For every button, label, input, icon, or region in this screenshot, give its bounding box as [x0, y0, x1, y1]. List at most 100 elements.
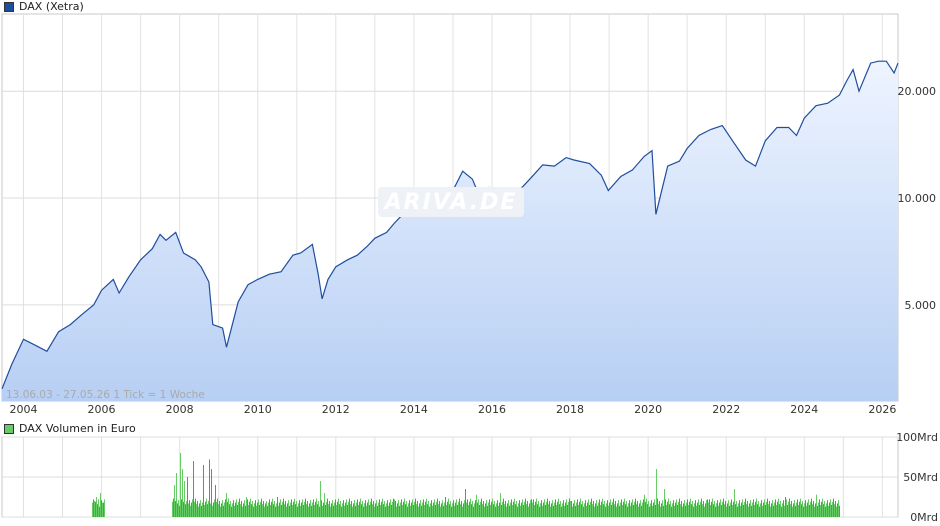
year-tick-label: 2010 — [244, 403, 272, 416]
volume-bar — [409, 500, 410, 517]
volume-bar — [376, 500, 377, 517]
volume-bar — [355, 505, 356, 517]
volume-bar — [221, 503, 222, 517]
volume-bar — [485, 503, 486, 517]
volume-bar — [181, 499, 182, 517]
volume-bar — [189, 500, 190, 517]
volume-bar — [522, 499, 523, 517]
volume-bar — [767, 498, 768, 517]
volume-bar — [839, 505, 840, 517]
volume-bar — [477, 502, 478, 517]
volume-bar — [305, 498, 306, 517]
volume-bar — [540, 503, 541, 517]
volume-bar — [499, 502, 500, 517]
volume-bar — [557, 501, 558, 517]
volume-bar — [579, 501, 580, 517]
volume-bar — [358, 505, 359, 517]
volume-bar — [630, 505, 631, 517]
volume-bar — [511, 499, 512, 517]
volume-bar — [786, 499, 787, 517]
volume-bar — [375, 503, 376, 517]
volume-bar — [282, 501, 283, 517]
volume-bar — [445, 497, 446, 517]
volume-bar — [454, 505, 455, 517]
volume-bar — [657, 498, 658, 517]
volume-bar — [738, 503, 739, 517]
volume-bar — [324, 493, 325, 517]
volume-bar — [802, 501, 803, 517]
volume-bar — [439, 501, 440, 517]
volume-bar — [402, 505, 403, 517]
volume-bar — [662, 500, 663, 517]
volume-bar — [789, 498, 790, 517]
volume-bar — [671, 506, 672, 517]
volume-bar — [549, 501, 550, 517]
volume-bar — [798, 505, 799, 517]
volume-bar — [570, 501, 571, 517]
volume-bar — [797, 499, 798, 517]
volume-bar — [606, 503, 607, 517]
volume-bar — [356, 502, 357, 517]
volume-bar — [605, 506, 606, 517]
volume-bar — [813, 501, 814, 517]
volume-bar — [709, 499, 710, 517]
volume-bar — [281, 505, 282, 517]
volume-bar — [534, 505, 535, 517]
volume-bar — [227, 501, 228, 517]
volume-bar — [530, 500, 531, 517]
volume-bar — [703, 501, 704, 517]
volume-bar — [594, 506, 595, 517]
volume-bar — [611, 505, 612, 517]
volume-bar — [694, 503, 695, 517]
price-area — [2, 61, 898, 401]
volume-bar — [528, 506, 529, 517]
volume-bar — [586, 505, 587, 517]
volume-bar — [795, 505, 796, 517]
volume-bar — [262, 504, 263, 517]
volume-bar — [756, 498, 757, 517]
volume-bar — [598, 502, 599, 517]
volume-bar — [808, 499, 809, 517]
volume-bar — [617, 503, 618, 517]
volume-bar — [174, 485, 175, 517]
volume-bar — [233, 500, 234, 517]
volume-bar — [228, 498, 229, 517]
volume-legend-swatch — [4, 423, 14, 434]
volume-bar — [695, 500, 696, 517]
volume-bar — [386, 503, 387, 517]
price-legend-swatch — [4, 1, 14, 12]
volume-bar — [730, 502, 731, 517]
volume-bar — [782, 503, 783, 517]
volume-bar — [728, 500, 729, 517]
volume-bar — [660, 506, 661, 517]
volume-bar — [531, 499, 532, 517]
volume-bar — [184, 481, 185, 517]
volume-bar — [654, 499, 655, 517]
volume-bar — [222, 500, 223, 517]
year-tick-label: 2012 — [322, 403, 350, 416]
volume-bar — [620, 502, 621, 517]
volume-bar — [470, 498, 471, 517]
volume-bar — [202, 502, 203, 517]
volume-bar — [422, 502, 423, 517]
volume-bar — [424, 505, 425, 517]
volume-bar — [635, 498, 636, 517]
date-range-info: 13.06.03 - 27.05.26 1 Tick = 1 Woche — [6, 389, 205, 401]
volume-bar — [829, 502, 830, 517]
volume-bar — [230, 501, 231, 517]
volume-bar — [543, 502, 544, 517]
volume-bar — [791, 501, 792, 517]
volume-bar — [193, 461, 194, 517]
volume-bar — [763, 502, 764, 517]
volume-bar — [348, 501, 349, 517]
volume-bar — [805, 500, 806, 517]
volume-bar — [241, 501, 242, 517]
volume-bar — [562, 503, 563, 517]
volume-bar — [455, 502, 456, 517]
year-tick-label: 2008 — [166, 403, 194, 416]
volume-bar — [825, 506, 826, 517]
volume-bar — [818, 502, 819, 517]
volume-bar — [208, 501, 209, 517]
volume-bar — [315, 501, 316, 517]
